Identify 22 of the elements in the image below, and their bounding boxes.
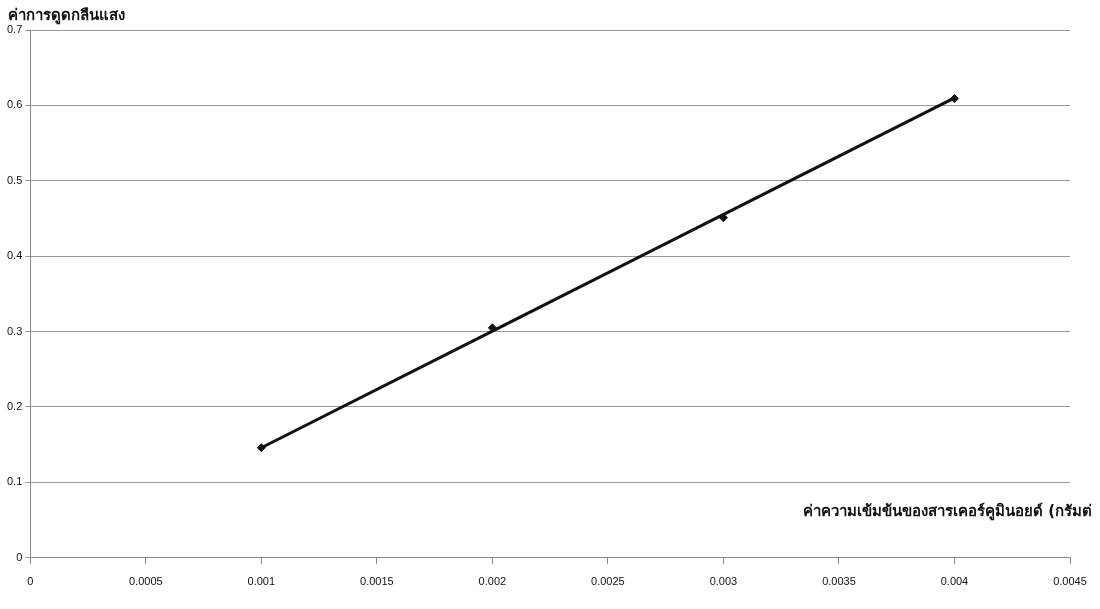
y-tick-label: 0.7 xyxy=(6,23,23,36)
x-tick-label: 0.0005 xyxy=(128,575,163,588)
y-tick-label: 0.5 xyxy=(6,173,23,186)
y-tick-label: 0.2 xyxy=(6,400,23,413)
x-tick-label: 0 xyxy=(27,575,34,588)
x-tick-label: 0.003 xyxy=(709,575,738,588)
point xyxy=(256,443,266,453)
x-tick-label: 0.004 xyxy=(940,575,969,588)
x-tick-label: 0.002 xyxy=(478,575,507,588)
x-tick-label: 0.001 xyxy=(247,575,276,588)
x-tick-label: 0.0025 xyxy=(591,575,625,588)
y-tick-label: 0 xyxy=(16,550,23,563)
y-tick-label: 0.6 xyxy=(6,98,23,111)
x-tick-label: 0.0035 xyxy=(822,575,856,588)
y-tick-label: 0.4 xyxy=(6,249,23,262)
x-tick-label: 0.0045 xyxy=(1053,575,1087,588)
point xyxy=(949,94,959,104)
y-tick-label: 0.3 xyxy=(6,324,23,337)
y-tick-label: 0.1 xyxy=(6,475,23,488)
x-tick-label: 0.0015 xyxy=(360,575,394,588)
x-axis-title: ค่าความเข้มข้นของสารเคอร์คูมินอยด์ (กรัมต่ xyxy=(802,502,1092,522)
y-axis-title: ค่าการดูดกลืนแสง xyxy=(8,6,125,26)
